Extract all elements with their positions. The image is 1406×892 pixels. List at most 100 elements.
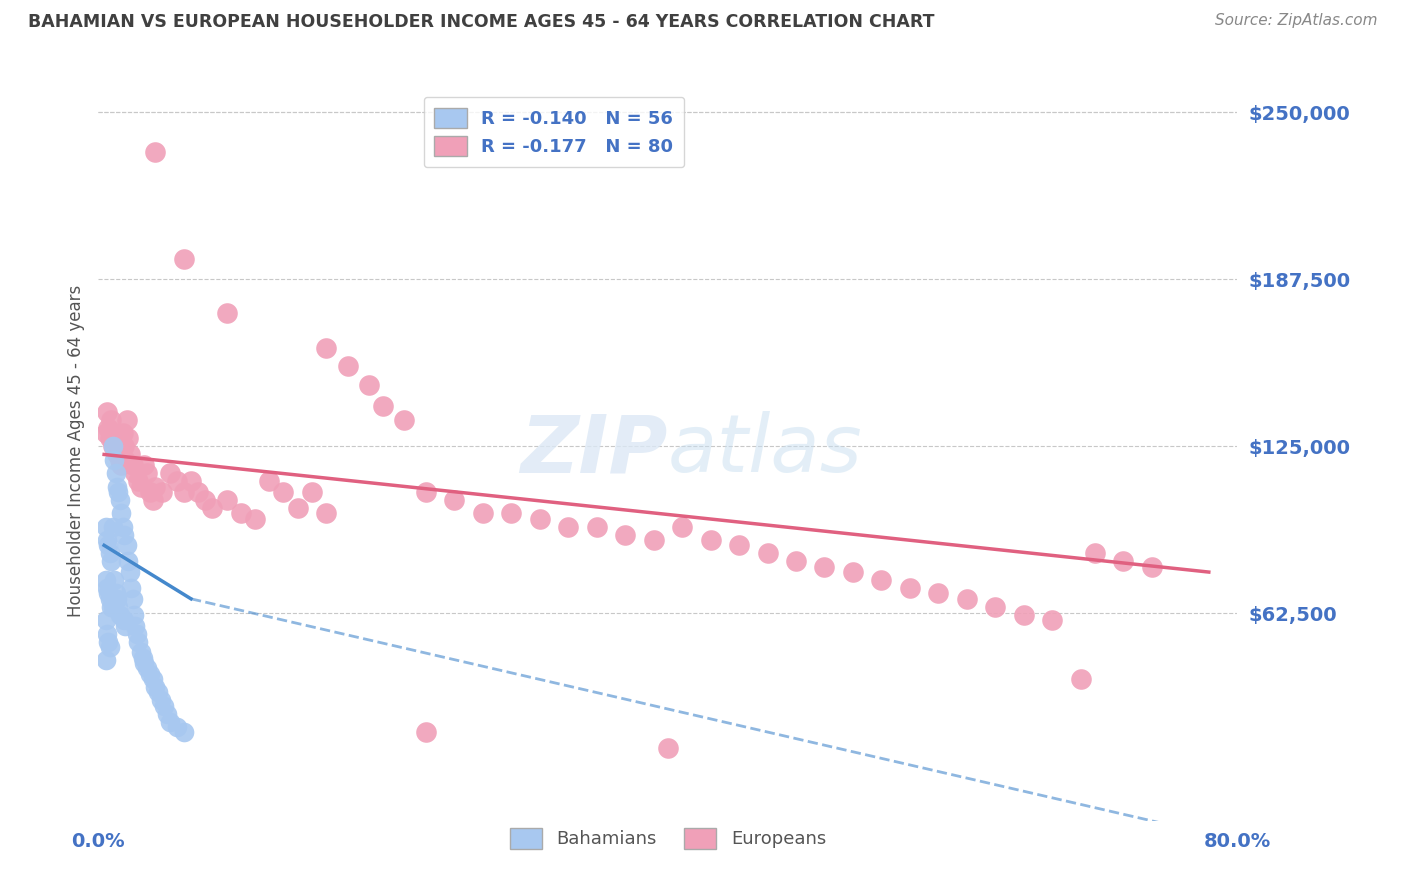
Point (122, 607, 145, 622)
Point (699, 533, 721, 547)
Point (657, 741, 679, 756)
Point (141, 672, 163, 686)
Point (117, 554, 139, 568)
Point (97, 421, 120, 435)
Legend: Bahamians, Europeans: Bahamians, Europeans (502, 821, 834, 856)
Point (984, 599, 1007, 614)
Point (180, 474, 202, 488)
Point (173, 252, 195, 267)
Point (114, 452, 136, 467)
Point (108, 607, 131, 622)
Point (108, 452, 131, 467)
Text: Source: ZipAtlas.com: Source: ZipAtlas.com (1215, 13, 1378, 29)
Point (259, 474, 281, 488)
Point (121, 458, 143, 472)
Point (121, 591, 143, 606)
Point (471, 506, 494, 520)
Point (415, 725, 437, 739)
Point (131, 650, 153, 665)
Point (1070, 672, 1092, 686)
Point (105, 591, 128, 606)
Point (100, 554, 122, 568)
Point (132, 458, 155, 472)
Point (112, 613, 135, 627)
Point (98, 640, 121, 654)
Point (1012, 607, 1035, 622)
Point (956, 591, 979, 606)
Point (301, 484, 323, 499)
Point (104, 586, 127, 600)
Point (94, 426, 117, 441)
Point (215, 306, 238, 320)
Point (415, 484, 437, 499)
Point (104, 432, 127, 446)
Point (273, 484, 295, 499)
Point (529, 511, 551, 525)
Point (124, 466, 146, 480)
Point (127, 474, 149, 488)
Point (135, 466, 157, 480)
Point (152, 484, 174, 499)
Point (229, 506, 252, 520)
Point (150, 693, 173, 707)
Point (443, 492, 465, 507)
Point (124, 618, 146, 632)
Point (315, 341, 337, 355)
Point (153, 698, 176, 713)
Point (94, 519, 117, 533)
Point (870, 573, 893, 587)
Point (111, 519, 134, 533)
Point (125, 626, 148, 640)
Point (114, 618, 136, 632)
Point (156, 706, 179, 721)
Point (103, 573, 125, 587)
Point (110, 458, 132, 472)
Point (108, 492, 131, 507)
Point (148, 685, 170, 699)
Point (135, 661, 157, 675)
Point (201, 500, 224, 515)
Point (94, 653, 117, 667)
Point (145, 145, 167, 160)
Point (94, 613, 117, 627)
Point (112, 527, 135, 541)
Point (166, 720, 188, 734)
Point (138, 666, 160, 681)
Point (107, 484, 129, 499)
Point (101, 440, 124, 454)
Point (756, 546, 779, 560)
Point (145, 479, 167, 493)
Point (813, 559, 835, 574)
Point (103, 452, 125, 467)
Point (173, 484, 195, 499)
Y-axis label: Householder Income Ages 45 - 64 years: Householder Income Ages 45 - 64 years (66, 285, 84, 616)
Point (115, 413, 138, 427)
Text: atlas: atlas (668, 411, 863, 490)
Point (115, 538, 138, 552)
Point (94, 573, 117, 587)
Point (614, 527, 637, 541)
Point (243, 511, 266, 525)
Point (127, 634, 149, 648)
Point (117, 432, 139, 446)
Point (394, 413, 416, 427)
Point (96, 581, 118, 595)
Point (585, 519, 607, 533)
Point (927, 586, 949, 600)
Point (96, 533, 118, 547)
Point (166, 474, 188, 488)
Point (898, 581, 921, 595)
Point (100, 599, 122, 614)
Point (129, 645, 152, 659)
Point (138, 484, 160, 499)
Point (105, 447, 128, 461)
Point (111, 426, 134, 441)
Point (129, 479, 152, 493)
Point (101, 599, 124, 614)
Point (96, 405, 118, 419)
Point (1112, 554, 1135, 568)
Point (173, 725, 195, 739)
Point (98, 546, 121, 560)
Point (215, 492, 238, 507)
Point (1084, 546, 1107, 560)
